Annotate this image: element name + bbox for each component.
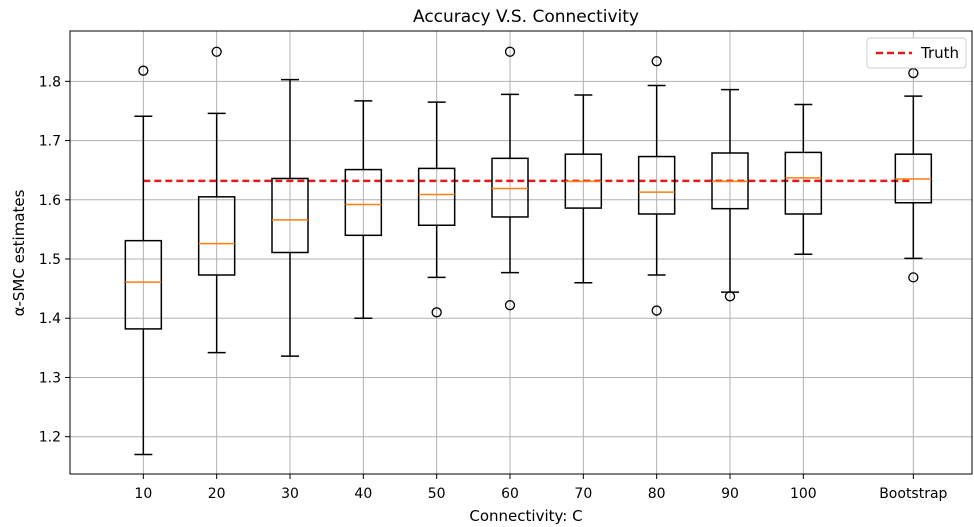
y-tick-label: 1.3 <box>39 370 61 386</box>
legend: Truth <box>866 37 967 69</box>
x-tick-label: 60 <box>501 486 519 502</box>
ticks-layer: 1.2 1.3 1.4 1.5 1.6 1.7 1.8 10 20 30 40 50 60 70 80 90 1… <box>39 74 948 502</box>
legend-label-truth: Truth <box>920 44 959 62</box>
box-group <box>784 103 823 256</box>
box-iqr <box>124 239 163 330</box>
box-iqr <box>271 177 309 254</box>
x-tick-label: 30 <box>281 486 299 502</box>
y-tick-label: 1.2 <box>39 430 61 446</box>
plot-frame <box>69 30 973 475</box>
y-tick-label: 1.4 <box>39 311 61 327</box>
x-axis-label: Connectivity: C <box>469 507 582 525</box>
outlier-point <box>504 46 516 57</box>
box-group <box>711 88 749 302</box>
legend-box <box>866 37 967 69</box>
outlier-point <box>651 305 662 316</box>
y-tick-label: 1.8 <box>39 74 61 90</box>
x-tick-label: 100 <box>790 486 817 502</box>
outlier-point <box>138 65 149 76</box>
outlier-point <box>211 46 222 57</box>
x-tick-label: 80 <box>648 486 666 502</box>
x-tick-label: 50 <box>428 486 446 502</box>
grid-lines <box>70 31 972 474</box>
box-iqr <box>344 168 383 237</box>
x-tick-label: 20 <box>208 486 226 502</box>
x-tick-label: 70 <box>574 486 592 502</box>
outlier-point <box>724 291 736 302</box>
chart-title: Accuracy V.S. Connectivity <box>413 7 639 27</box>
y-axis-label: α-SMC estimates <box>10 189 28 316</box>
x-tick-label: Bootstrap <box>879 486 947 502</box>
box-iqr <box>197 196 236 276</box>
y-tick-label: 1.5 <box>39 252 61 268</box>
x-tick-label: 90 <box>721 486 739 502</box>
outlier-point <box>651 56 662 67</box>
box-iqr <box>784 151 823 215</box>
box-group <box>344 100 383 319</box>
y-tick-label: 1.7 <box>39 134 61 150</box>
box-group <box>564 94 603 284</box>
box-group <box>124 65 163 456</box>
box-group <box>637 56 676 316</box>
box-group <box>894 67 933 283</box>
box-group <box>491 46 529 311</box>
boxes-layer <box>124 46 933 456</box>
box-group <box>417 101 456 318</box>
box-iqr <box>491 157 529 218</box>
box-group <box>271 78 309 357</box>
outlier-point <box>504 300 516 311</box>
box-group <box>197 46 236 354</box>
x-tick-label: 40 <box>354 486 372 502</box>
outlier-point <box>431 307 442 318</box>
box-iqr <box>417 167 456 227</box>
box-iqr <box>637 155 676 215</box>
outlier-point <box>908 272 919 283</box>
y-tick-label: 1.6 <box>39 193 61 209</box>
outlier-point <box>908 67 919 79</box>
x-tick-label: 10 <box>134 486 152 502</box>
